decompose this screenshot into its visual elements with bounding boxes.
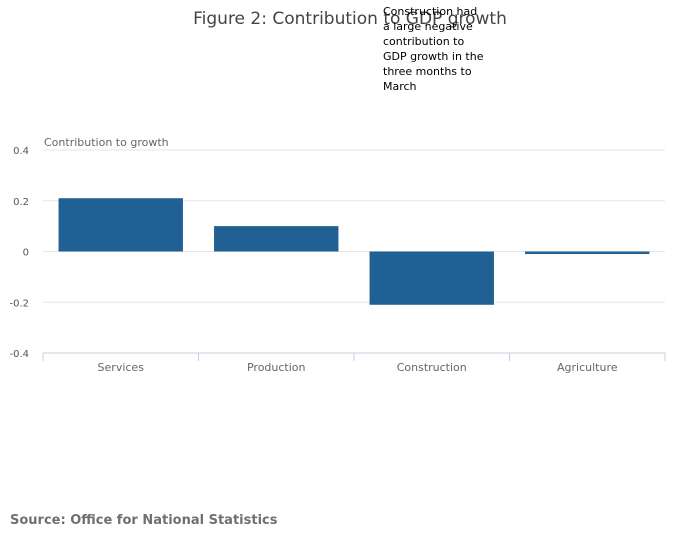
bar-services: [58, 198, 183, 252]
bar-agriculture: [525, 251, 650, 255]
annotation: Construction had a large negative contribu…: [383, 5, 484, 93]
bars: [58, 198, 650, 305]
y-tick-label: 0.2: [13, 197, 29, 208]
source-note: Source: Office for National Statistics: [10, 513, 278, 528]
annotation-text: contribution to: [383, 35, 464, 48]
x-tick-label: Production: [247, 361, 306, 374]
x-axis-ticks: Services Production Construction Agricultur…: [98, 361, 618, 374]
annotation-text: GDP growth in the: [383, 50, 484, 63]
annotation-text: a large negative: [383, 20, 473, 33]
x-tick-label: Services: [98, 361, 145, 374]
bar-production: [214, 226, 339, 252]
y-tick-label: -0.4: [9, 349, 29, 360]
x-tick-label: Agriculture: [557, 361, 618, 374]
y-axis-label: Contribution to growth: [44, 136, 169, 149]
x-axis: [42, 352, 666, 361]
annotation-text: March: [383, 80, 417, 93]
annotation-text: Construction had: [383, 5, 477, 18]
y-tick-label: 0.4: [13, 146, 29, 157]
x-tick-label: Construction: [397, 361, 467, 374]
y-tick-label: -0.2: [9, 298, 29, 309]
chart-title: Figure 2: Contribution to GDP growth: [193, 9, 507, 29]
y-axis-ticks: 0.4 0.2 0 -0.2 -0.4: [9, 146, 29, 360]
y-tick-label: 0: [23, 248, 29, 259]
bar-construction: [369, 251, 494, 305]
annotation-text: three months to: [383, 65, 472, 78]
